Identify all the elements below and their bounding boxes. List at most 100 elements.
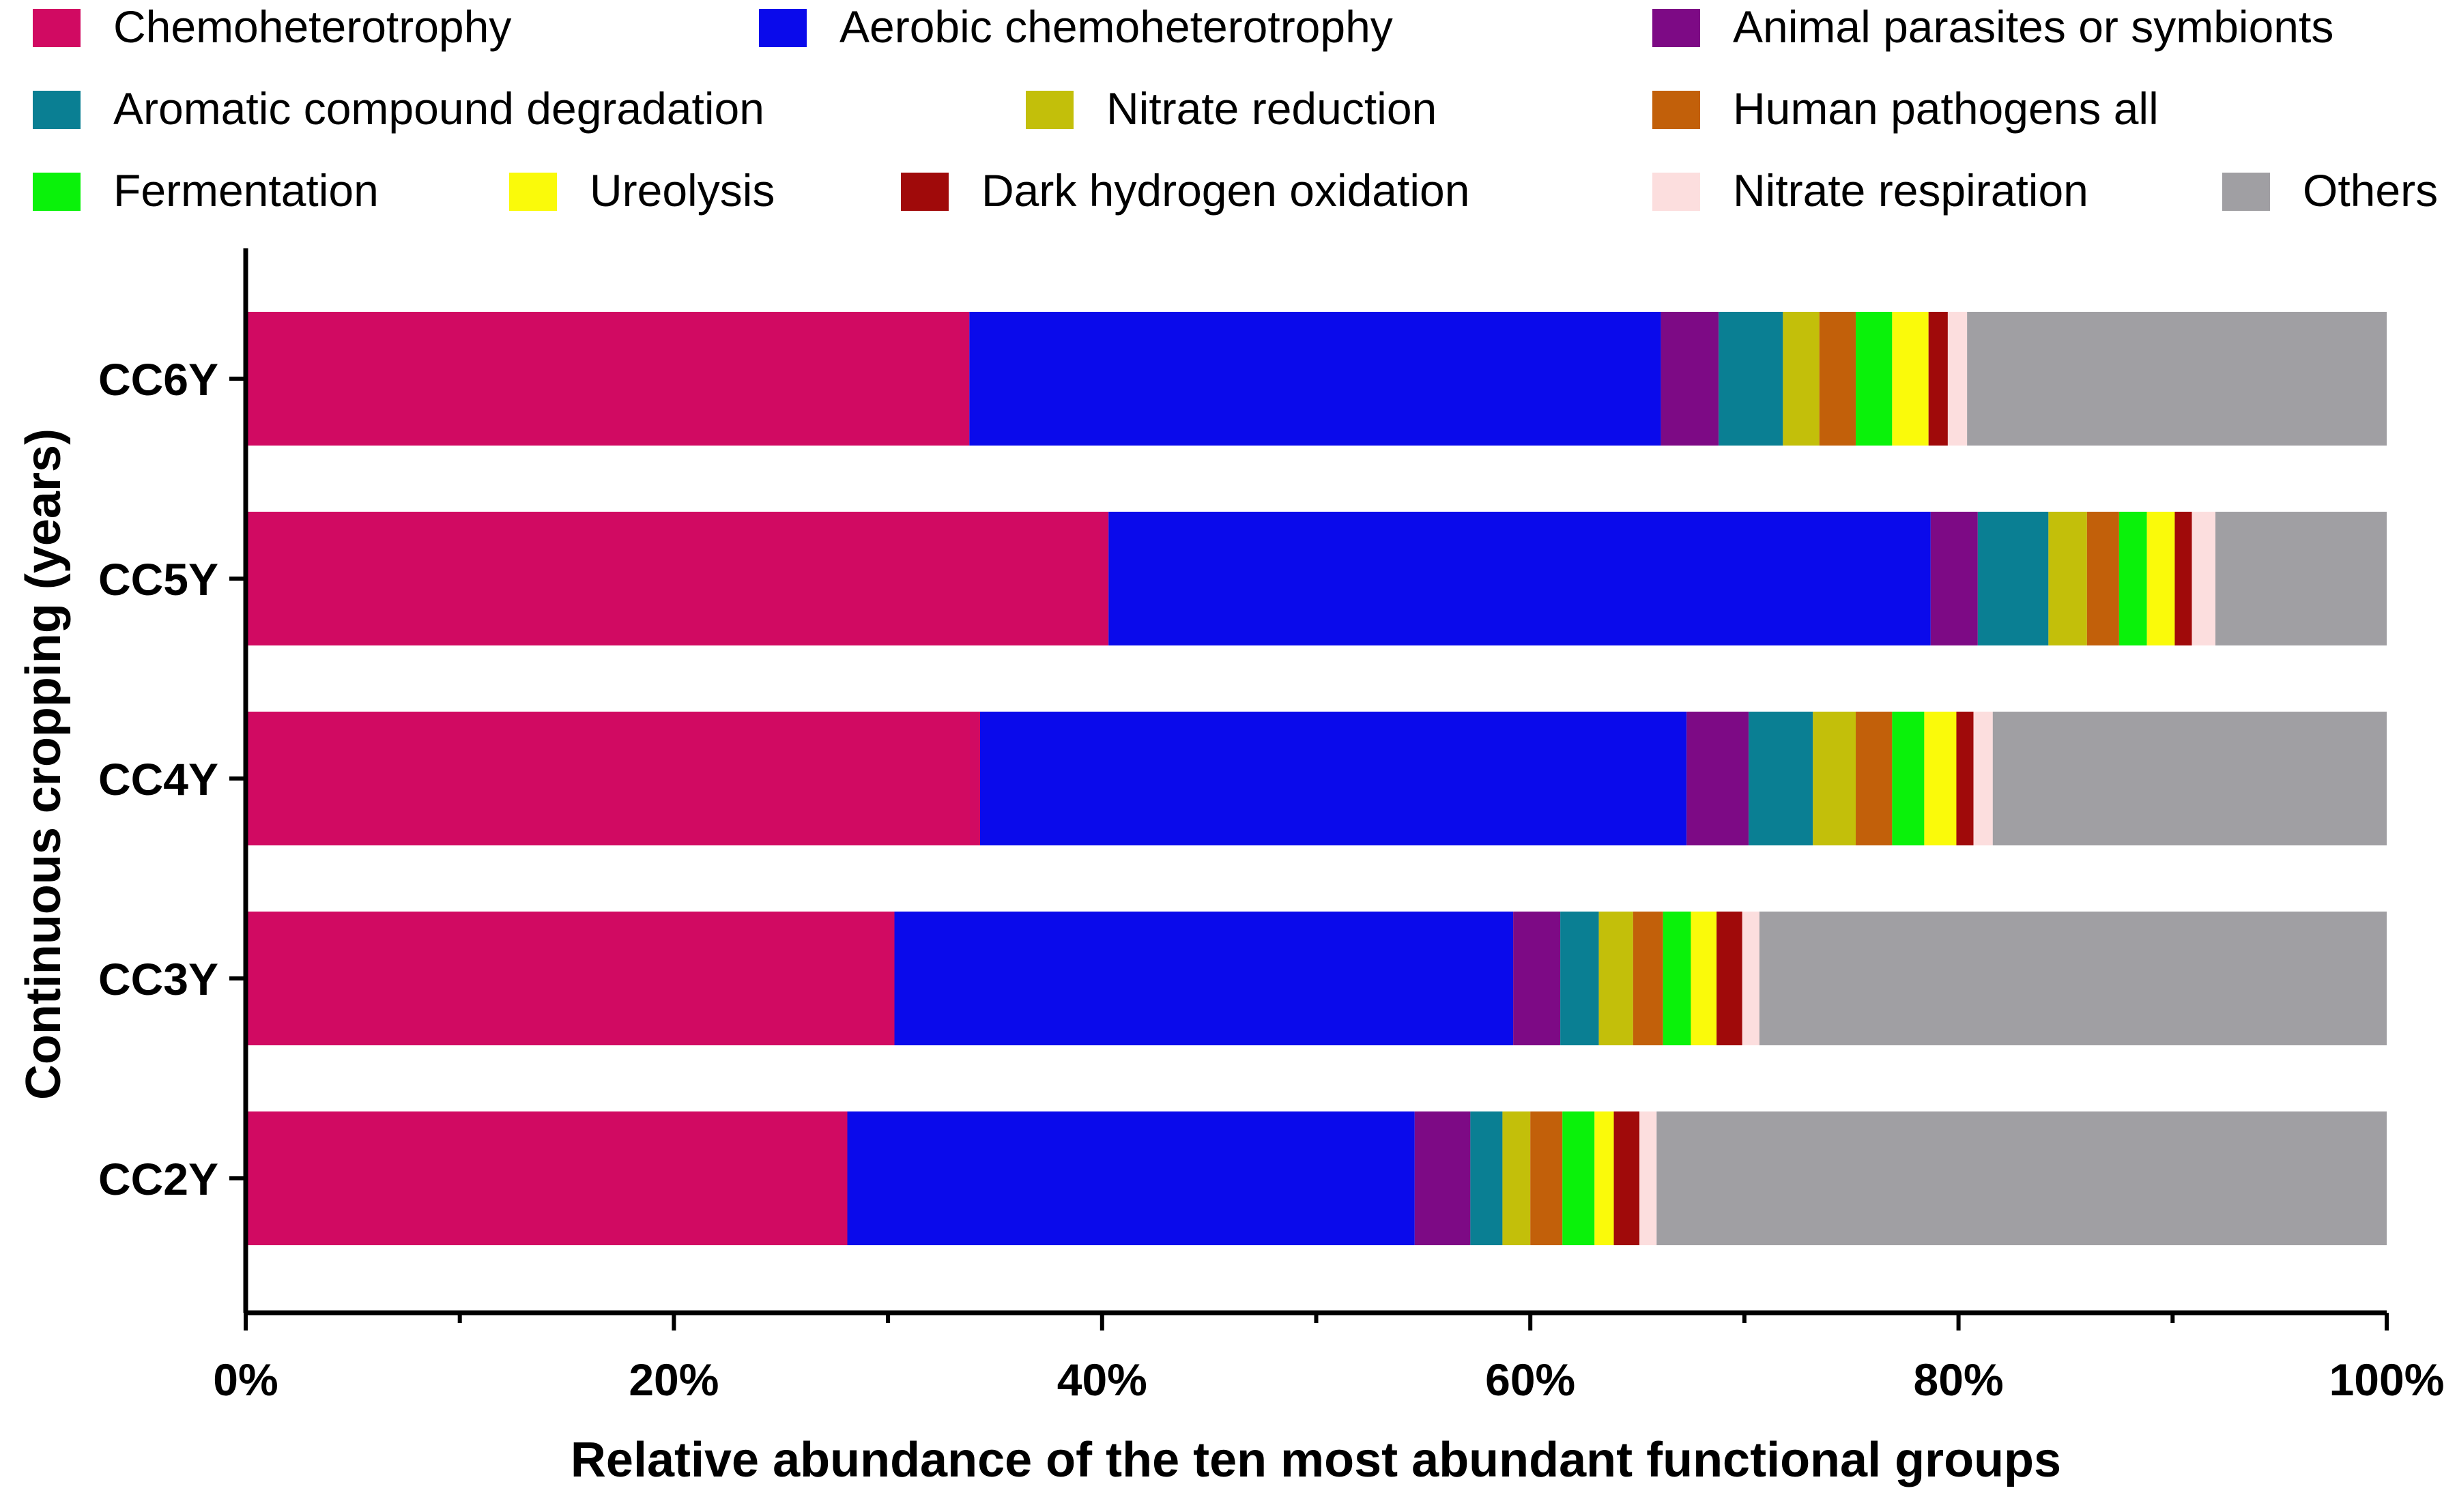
legend-item-aerobic-chemoheterotrophy: Aerobic chemoheterotrophy bbox=[759, 1, 1393, 52]
bar-segment-cc2y-nitrate-respiration bbox=[1639, 1111, 1657, 1245]
x-axis-title: Relative abundance of the ten most abund… bbox=[571, 1433, 2061, 1487]
bar-segment-cc3y-animal-parasites-or-symbionts bbox=[1513, 912, 1561, 1045]
bar-segment-cc5y-nitrate-reduction bbox=[2048, 512, 2087, 645]
bar-segment-cc4y-nitrate-reduction bbox=[1813, 712, 1856, 845]
bar-segment-cc4y-ureolysis bbox=[1924, 712, 1957, 845]
bar-segment-cc4y-nitrate-respiration bbox=[1973, 712, 1993, 845]
bar-segment-cc5y-nitrate-respiration bbox=[2192, 512, 2216, 645]
legend-swatch-chemoheterotrophy bbox=[33, 9, 81, 47]
bar-segment-cc6y-others bbox=[1967, 312, 2387, 446]
y-tick-label-cc4y: CC4Y bbox=[98, 754, 218, 804]
x-tick-label-40: 40% bbox=[1057, 1354, 1147, 1405]
bar-segment-cc2y-aerobic-chemoheterotrophy bbox=[847, 1111, 1415, 1245]
legend-label-aerobic-chemoheterotrophy: Aerobic chemoheterotrophy bbox=[839, 1, 1393, 52]
bar-segment-cc2y-aromatic-compound-degradation bbox=[1470, 1111, 1503, 1245]
x-tick-label-0: 0% bbox=[213, 1354, 278, 1405]
bar-segment-cc3y-others bbox=[1759, 912, 2387, 1045]
legend-label-nitrate-respiration: Nitrate respiration bbox=[1733, 165, 2088, 216]
bar-segment-cc5y-aromatic-compound-degradation bbox=[1977, 512, 2049, 645]
bar-segment-cc4y-animal-parasites-or-symbionts bbox=[1686, 712, 1749, 845]
bar-segment-cc6y-aerobic-chemoheterotrophy bbox=[969, 312, 1661, 446]
bar-row-cc4y bbox=[246, 712, 2387, 845]
bar-segment-cc5y-dark-hydrogen-oxidation bbox=[2174, 512, 2192, 645]
legend-swatch-human-pathogens-all bbox=[1652, 91, 1700, 129]
legend-swatch-fermentation bbox=[33, 173, 81, 211]
bar-segment-cc6y-nitrate-respiration bbox=[1947, 312, 1968, 446]
legend-item-ureolysis: Ureolysis bbox=[509, 165, 775, 216]
bar-segment-cc5y-human-pathogens-all bbox=[2086, 512, 2119, 645]
y-tick-label-cc2y: CC2Y bbox=[98, 1154, 218, 1204]
legend-swatch-animal-parasites-or-symbionts bbox=[1652, 9, 1700, 47]
bar-segment-cc3y-aromatic-compound-degradation bbox=[1560, 912, 1599, 1045]
legend-item-fermentation: Fermentation bbox=[33, 165, 379, 216]
bar-segment-cc3y-fermentation bbox=[1663, 912, 1691, 1045]
bar-segment-cc2y-dark-hydrogen-oxidation bbox=[1613, 1111, 1640, 1245]
legend-label-others: Others bbox=[2303, 165, 2438, 216]
bar-segment-cc4y-human-pathogens-all bbox=[1856, 712, 1893, 845]
legend-label-animal-parasites-or-symbionts: Animal parasites or symbionts bbox=[1733, 1, 2333, 52]
bar-segment-cc2y-human-pathogens-all bbox=[1530, 1111, 1563, 1245]
y-ticks: CC6Y CC5Y CC4Y CC3Y CC2Y bbox=[98, 354, 246, 1204]
legend-label-fermentation: Fermentation bbox=[113, 165, 379, 216]
legend-item-nitrate-respiration: Nitrate respiration bbox=[1652, 165, 2088, 216]
bar-segment-cc4y-aerobic-chemoheterotrophy bbox=[979, 712, 1687, 845]
x-tick-label-60: 60% bbox=[1485, 1354, 1575, 1405]
bar-segment-cc2y-animal-parasites-or-symbionts bbox=[1414, 1111, 1471, 1245]
legend-item-nitrate-reduction: Nitrate reduction bbox=[1026, 83, 1437, 134]
bar-segment-cc4y-dark-hydrogen-oxidation bbox=[1956, 712, 1974, 845]
legend-item-chemoheterotrophy: Chemoheterotrophy bbox=[33, 1, 511, 52]
bar-segment-cc6y-human-pathogens-all bbox=[1819, 312, 1856, 446]
y-tick-label-cc3y: CC3Y bbox=[98, 954, 218, 1004]
legend-label-dark-hydrogen-oxidation: Dark hydrogen oxidation bbox=[981, 165, 1469, 216]
legend-swatch-ureolysis bbox=[509, 173, 557, 211]
bar-segment-cc2y-others bbox=[1656, 1111, 2387, 1245]
bar-row-cc2y bbox=[246, 1111, 2387, 1245]
bar-segment-cc5y-others bbox=[2215, 512, 2387, 645]
y-tick-label-cc5y: CC5Y bbox=[98, 554, 218, 605]
legend-label-chemoheterotrophy: Chemoheterotrophy bbox=[113, 1, 511, 52]
bar-segment-cc2y-nitrate-reduction bbox=[1502, 1111, 1531, 1245]
legend-label-ureolysis: Ureolysis bbox=[590, 165, 775, 216]
bar-segment-cc2y-fermentation bbox=[1562, 1111, 1595, 1245]
x-tick-label-80: 80% bbox=[1914, 1354, 2004, 1405]
x-tick-label-20: 20% bbox=[629, 1354, 719, 1405]
bar-segment-cc4y-others bbox=[1992, 712, 2387, 845]
bar-segment-cc5y-ureolysis bbox=[2146, 512, 2175, 645]
legend-label-nitrate-reduction: Nitrate reduction bbox=[1106, 83, 1437, 134]
legend-label-human-pathogens-all: Human pathogens all bbox=[1733, 83, 2159, 134]
bars bbox=[246, 312, 2387, 1245]
bar-segment-cc6y-ureolysis bbox=[1892, 312, 1929, 446]
legend-item-aromatic-compound-degradation: Aromatic compound degradation bbox=[33, 83, 764, 134]
legend-swatch-nitrate-respiration bbox=[1652, 173, 1700, 211]
bar-segment-cc6y-fermentation bbox=[1856, 312, 1893, 446]
legend-swatch-others bbox=[2222, 173, 2270, 211]
legend-swatch-dark-hydrogen-oxidation bbox=[901, 173, 949, 211]
bar-segment-cc6y-nitrate-reduction bbox=[1783, 312, 1820, 446]
bar-segment-cc5y-chemoheterotrophy bbox=[246, 512, 1109, 645]
y-tick-label-cc6y: CC6Y bbox=[98, 354, 218, 405]
bar-segment-cc6y-animal-parasites-or-symbionts bbox=[1661, 312, 1719, 446]
bar-segment-cc5y-fermentation bbox=[2118, 512, 2147, 645]
legend-swatch-aerobic-chemoheterotrophy bbox=[759, 9, 807, 47]
bar-segment-cc6y-chemoheterotrophy bbox=[246, 312, 970, 446]
y-axis-title: Continuous cropping (years) bbox=[16, 428, 71, 1100]
bar-segment-cc3y-ureolysis bbox=[1691, 912, 1717, 1045]
bar-segment-cc4y-chemoheterotrophy bbox=[246, 712, 980, 845]
legend-item-others: Others bbox=[2222, 165, 2438, 216]
bar-segment-cc3y-nitrate-respiration bbox=[1742, 912, 1759, 1045]
bar-segment-cc3y-aerobic-chemoheterotrophy bbox=[894, 912, 1514, 1045]
bar-segment-cc3y-nitrate-reduction bbox=[1598, 912, 1633, 1045]
bar-row-cc5y bbox=[246, 512, 2387, 645]
bar-segment-cc6y-aromatic-compound-degradation bbox=[1719, 312, 1783, 446]
bar-segment-cc6y-dark-hydrogen-oxidation bbox=[1928, 312, 1948, 446]
bar-segment-cc4y-fermentation bbox=[1892, 712, 1925, 845]
bar-segment-cc3y-dark-hydrogen-oxidation bbox=[1716, 912, 1742, 1045]
bar-segment-cc4y-aromatic-compound-degradation bbox=[1749, 712, 1813, 845]
bar-segment-cc5y-animal-parasites-or-symbionts bbox=[1930, 512, 1978, 645]
legend-swatch-aromatic-compound-degradation bbox=[33, 91, 81, 129]
bar-row-cc6y bbox=[246, 312, 2387, 446]
bar-segment-cc2y-ureolysis bbox=[1594, 1111, 1614, 1245]
bar-row-cc3y bbox=[246, 912, 2387, 1045]
legend: Chemoheterotrophy Aerobic chemoheterotrop… bbox=[33, 1, 2438, 216]
